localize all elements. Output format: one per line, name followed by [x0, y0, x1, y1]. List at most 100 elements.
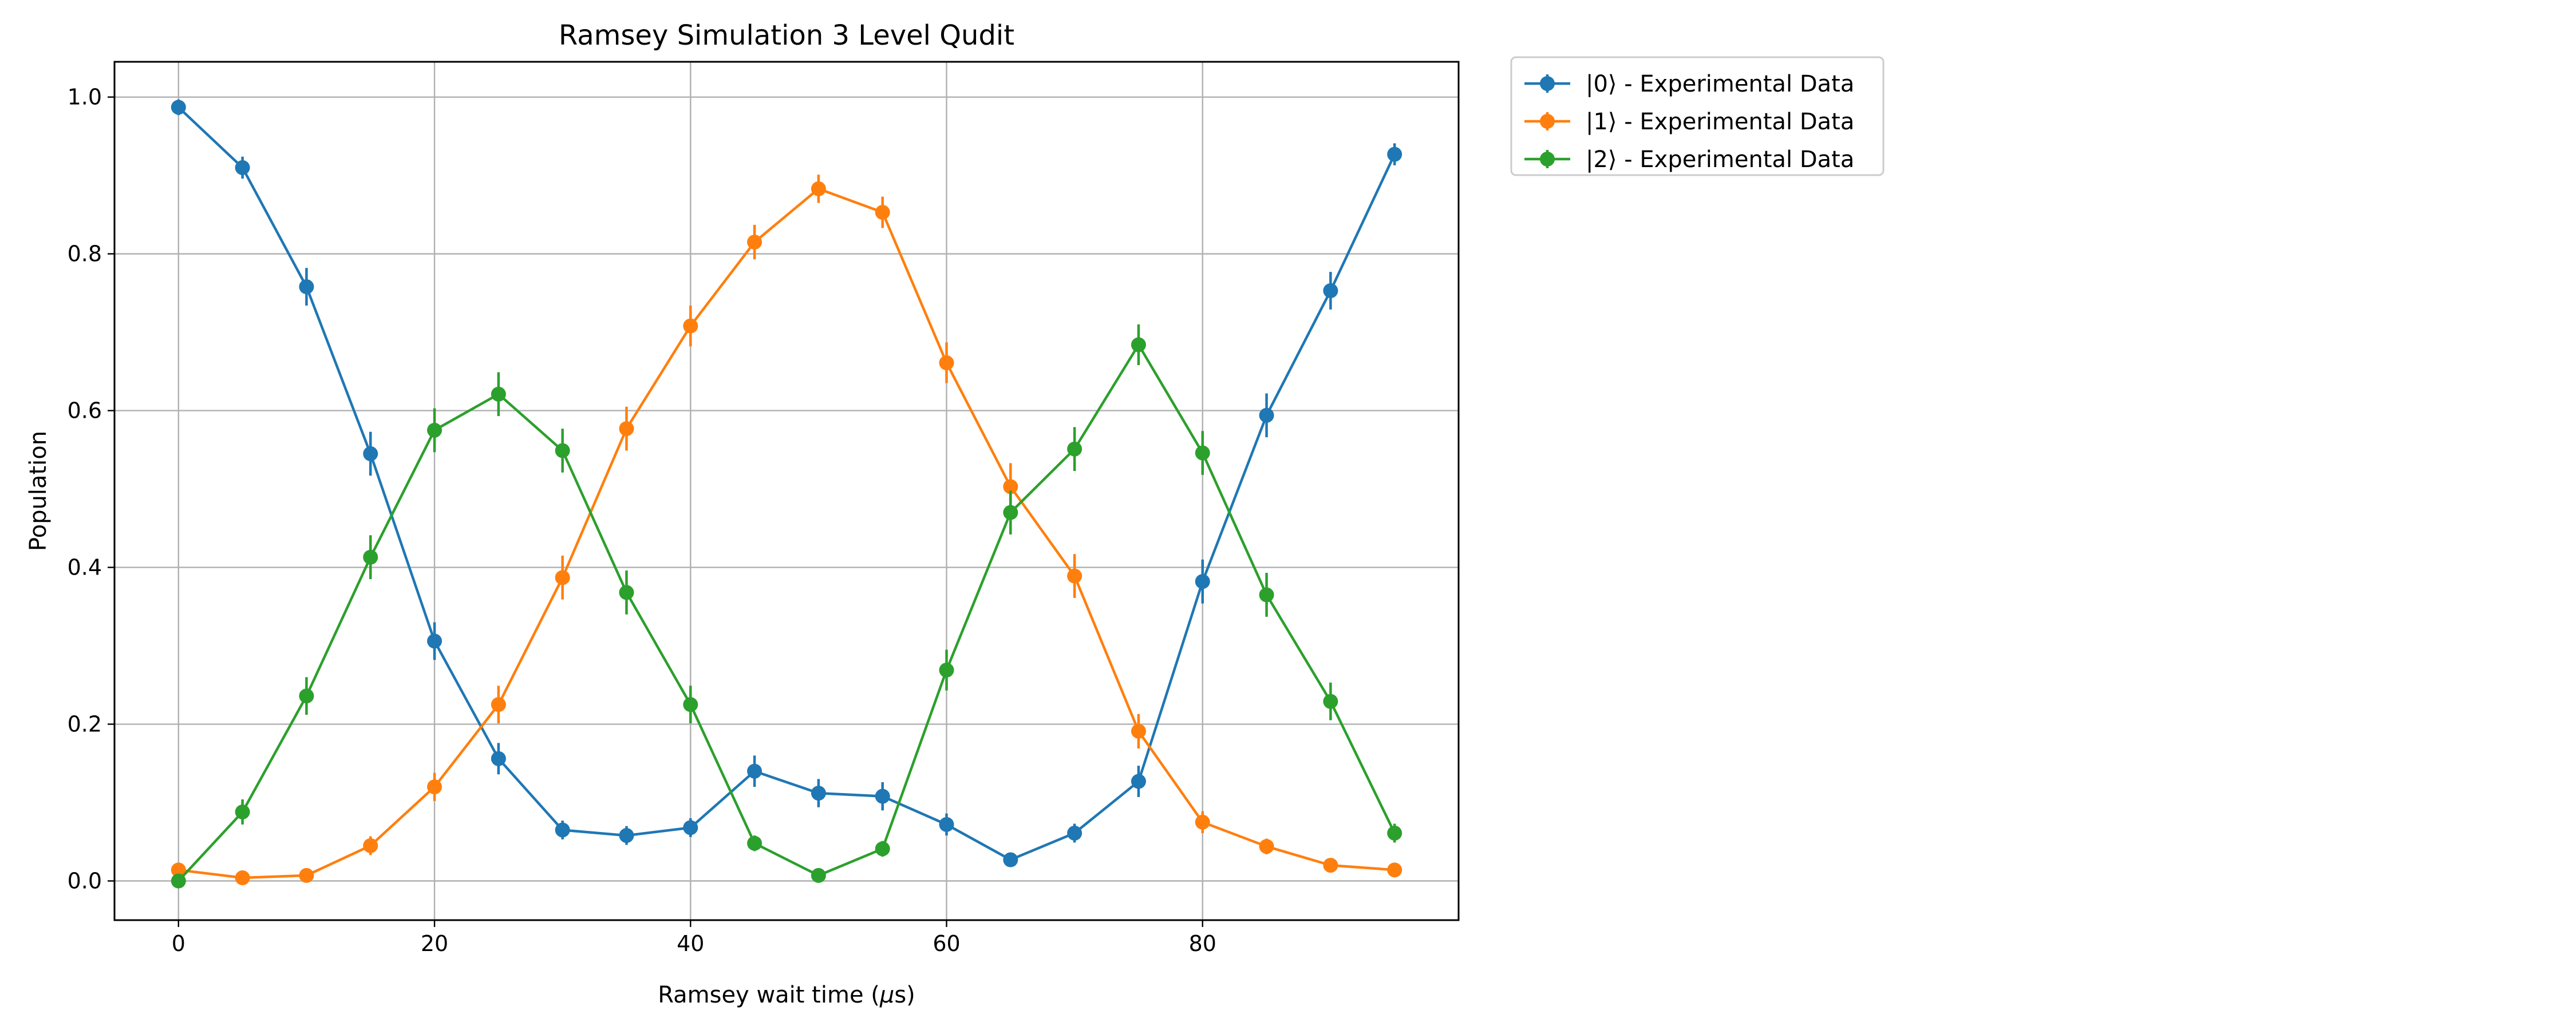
legend-marker — [1540, 152, 1555, 167]
data-point — [1387, 862, 1402, 878]
x-tick-label: 80 — [1189, 931, 1216, 956]
data-point — [1323, 283, 1338, 298]
y-tick-label: 0.8 — [68, 241, 102, 267]
y-tick-label: 0.0 — [68, 869, 102, 894]
y-tick-label: 0.6 — [68, 398, 102, 423]
data-point — [235, 160, 250, 175]
legend-entry: |0⟩ - Experimental Data — [1524, 71, 1854, 97]
data-point — [491, 751, 506, 766]
data-point — [1131, 723, 1146, 739]
data-point — [939, 663, 954, 678]
data-point — [235, 804, 250, 819]
data-point — [1259, 839, 1274, 854]
data-point — [811, 786, 826, 801]
chart-title: Ramsey Simulation 3 Level Qudit — [559, 19, 1014, 52]
x-tick-label: 40 — [677, 931, 704, 956]
y-tick-label: 1.0 — [68, 85, 102, 110]
data-point — [363, 838, 378, 853]
legend-label: |0⟩ - Experimental Data — [1586, 71, 1854, 97]
data-point — [619, 828, 634, 843]
data-point — [747, 763, 762, 779]
data-point — [299, 279, 314, 295]
x-tick-label: 60 — [933, 931, 960, 956]
x-tick-label: 0 — [172, 931, 185, 956]
data-point — [1195, 574, 1210, 589]
data-point — [747, 235, 762, 250]
data-point — [1259, 587, 1274, 603]
data-point — [939, 355, 954, 371]
y-axis-label: Population — [25, 431, 52, 551]
data-point — [1195, 445, 1210, 461]
data-point — [1195, 814, 1210, 830]
data-point — [1131, 774, 1146, 789]
data-point — [171, 100, 186, 115]
data-point — [235, 870, 250, 886]
data-point — [1067, 568, 1082, 584]
data-point — [1131, 337, 1146, 352]
data-point — [427, 779, 442, 795]
data-point — [1003, 852, 1018, 867]
x-axis-label-prefix: Ramsey wait time ( — [658, 982, 880, 1008]
data-point — [1387, 146, 1402, 162]
data-point — [491, 386, 506, 402]
data-point — [491, 697, 506, 712]
series-2 — [171, 324, 1402, 889]
data-point — [299, 867, 314, 883]
series-0 — [171, 99, 1402, 867]
data-point — [299, 688, 314, 704]
data-point — [1067, 441, 1082, 457]
data-point — [555, 822, 570, 838]
data-point — [939, 817, 954, 832]
data-point — [1323, 694, 1338, 709]
series-line — [177, 106, 1396, 861]
data-point — [427, 633, 442, 649]
legend: |0⟩ - Experimental Data |1⟩ - Experimenta… — [1510, 56, 1884, 176]
legend-label: |1⟩ - Experimental Data — [1586, 109, 1854, 135]
x-axis-label-mu: μ — [879, 982, 894, 1008]
x-axis-ticks: 0 20 40 60 80 — [172, 920, 1216, 956]
grid — [114, 62, 1459, 920]
data-point — [683, 820, 698, 835]
data-point — [619, 421, 634, 437]
data-point — [811, 867, 826, 883]
data-point — [747, 835, 762, 851]
y-tick-label: 0.2 — [68, 712, 102, 737]
data-point — [555, 570, 570, 585]
data-point — [363, 446, 378, 461]
data-point — [171, 862, 186, 878]
y-tick-label: 0.4 — [68, 555, 102, 580]
legend-marker — [1540, 114, 1555, 129]
data-point — [363, 549, 378, 565]
legend-marker — [1540, 76, 1555, 91]
x-axis-label-suffix: s) — [894, 982, 915, 1008]
data-point — [875, 841, 890, 857]
data-point — [683, 318, 698, 334]
y-axis-ticks: 0.0 0.2 0.4 0.6 0.8 1.0 — [68, 85, 114, 894]
data-point — [1003, 505, 1018, 520]
data-point — [427, 422, 442, 438]
data-point — [875, 789, 890, 804]
data-point — [171, 873, 186, 889]
legend-frame — [1510, 56, 1884, 176]
data-point — [1323, 858, 1338, 873]
data-point — [1387, 825, 1402, 841]
data-point — [875, 205, 890, 220]
series-1 — [171, 175, 1402, 886]
data-point — [683, 697, 698, 712]
data-point — [555, 443, 570, 458]
plot-series — [171, 99, 1402, 889]
plot-frame — [113, 61, 1460, 921]
legend-entry: |1⟩ - Experimental Data — [1524, 109, 1854, 135]
data-point — [1067, 825, 1082, 841]
data-point — [811, 181, 826, 196]
data-point — [1259, 407, 1274, 423]
legend-entries: |0⟩ - Experimental Data |1⟩ - Experimenta… — [1524, 71, 1854, 173]
legend-entry: |2⟩ - Experimental Data — [1524, 146, 1854, 173]
x-tick-label: 20 — [421, 931, 448, 956]
legend-label: |2⟩ - Experimental Data — [1586, 146, 1854, 173]
x-axis-label: Ramsey wait time (μs) — [658, 982, 915, 1008]
data-point — [619, 585, 634, 600]
data-point — [1003, 479, 1018, 494]
